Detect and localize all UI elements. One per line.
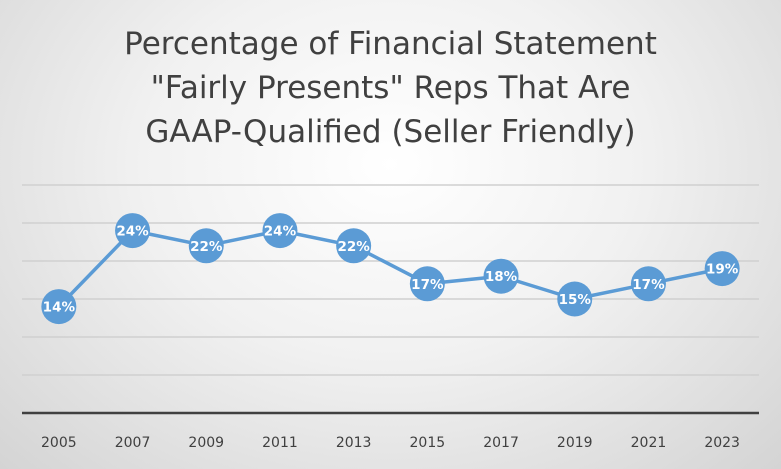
chart-title-line-1: Percentage of Financial Statement — [124, 26, 657, 62]
data-label: 15% — [559, 292, 592, 308]
data-point — [483, 258, 519, 294]
x-tick-label: 2019 — [557, 435, 593, 451]
data-point — [262, 213, 298, 249]
x-tick-label: 2015 — [410, 435, 446, 451]
data-label: 22% — [337, 239, 370, 255]
data-point — [115, 213, 151, 249]
data-point — [188, 228, 224, 264]
data-point — [630, 266, 666, 302]
x-tick-label: 2009 — [188, 435, 224, 451]
data-label: 18% — [485, 269, 518, 285]
data-label: 14% — [43, 300, 76, 316]
data-point — [557, 281, 593, 317]
x-tick-label: 2005 — [41, 435, 77, 451]
x-tick-label: 2011 — [262, 435, 298, 451]
data-label: 17% — [632, 277, 665, 293]
data-label: 24% — [264, 224, 297, 240]
data-point — [704, 251, 740, 287]
series-line — [57, 228, 723, 308]
data-point — [409, 266, 445, 302]
data-point — [41, 289, 77, 325]
x-tick-label: 2017 — [483, 435, 519, 451]
x-tick-label: 2023 — [704, 435, 740, 451]
data-label: 17% — [411, 277, 444, 293]
x-tick-label: 2007 — [115, 435, 151, 451]
data-label: 24% — [116, 224, 149, 240]
chart-title-line-2: "Fairly Presents" Reps That Are — [150, 70, 631, 106]
data-point — [336, 228, 372, 264]
data-label: 22% — [190, 239, 223, 255]
x-tick-label: 2021 — [631, 435, 667, 451]
data-label: 19% — [706, 262, 739, 278]
chart-title: Percentage of Financial Statement "Fairl… — [0, 22, 781, 154]
chart-title-line-3: GAAP-Qualified (Seller Friendly) — [145, 114, 636, 150]
x-tick-label: 2013 — [336, 435, 372, 451]
